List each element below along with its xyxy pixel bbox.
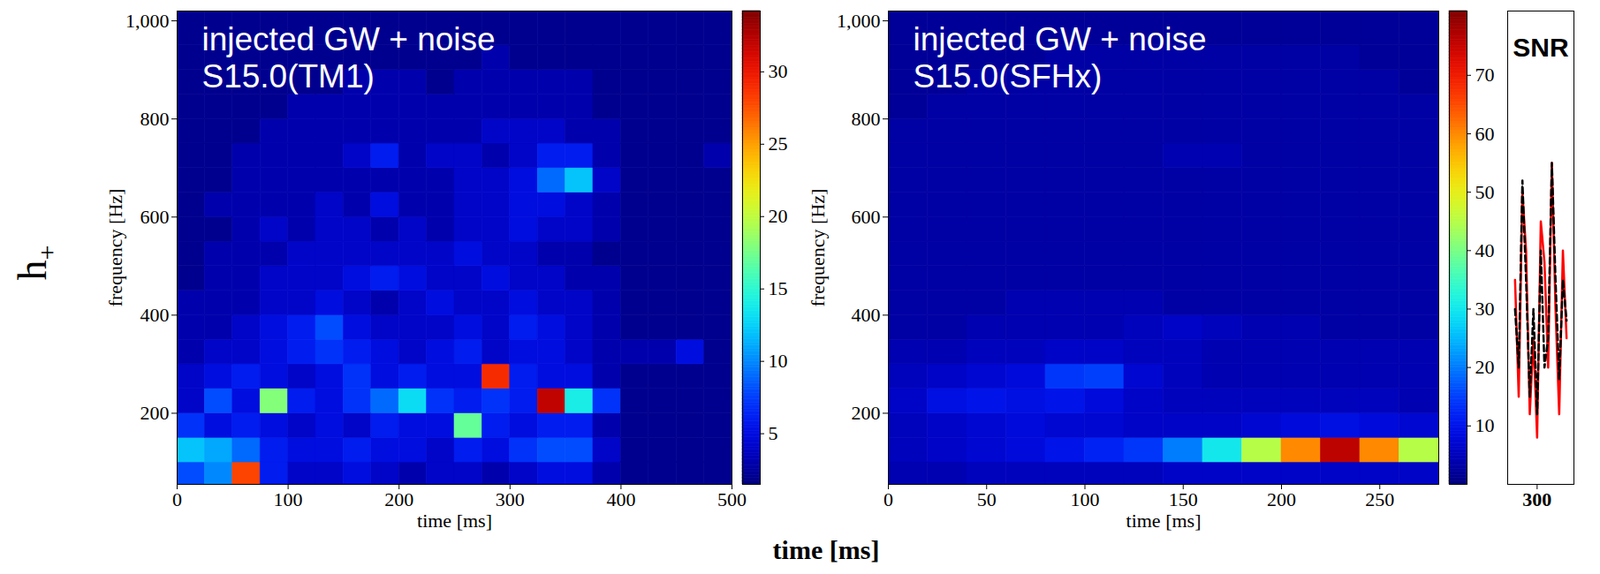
svg-text:20: 20 [1475,356,1495,379]
svg-text:60: 60 [1475,122,1495,145]
svg-text:30: 30 [1475,297,1495,320]
svg-text:time [ms]: time [ms] [1126,509,1202,532]
svg-text:frequency [Hz]: frequency [Hz] [104,189,127,308]
svg-text:600: 600 [140,205,170,228]
svg-text:100: 100 [1070,488,1100,511]
svg-text:800: 800 [851,107,881,130]
svg-text:300: 300 [1522,488,1552,511]
svg-text:frequency [Hz]: frequency [Hz] [806,189,829,308]
svg-text:50: 50 [977,488,997,511]
svg-text:400: 400 [140,303,170,327]
svg-text:time [ms]: time [ms] [417,509,493,532]
svg-text:300: 300 [495,488,525,511]
html-text:time [ms]: time [ms] [772,535,880,565]
svg-text:25: 25 [768,132,789,155]
svg-text:15: 15 [768,277,789,300]
svg-text:1,000: 1,000 [836,9,881,32]
svg-text:70: 70 [1475,63,1495,86]
svg-text:250: 250 [1364,488,1395,511]
svg-text:200: 200 [851,401,881,425]
svg-text:200: 200 [384,488,414,511]
svg-text:150: 150 [1168,488,1199,511]
svg-text:20: 20 [768,204,789,228]
svg-text:30: 30 [768,60,789,83]
svg-text:injected GW + noiseS15.0(TM1): injected GW + noiseS15.0(TM1) [202,21,496,96]
svg-text:200: 200 [1266,488,1297,511]
svg-text:1,000: 1,000 [125,9,170,32]
svg-text:50: 50 [1475,181,1495,204]
svg-text:40: 40 [1475,239,1495,262]
svg-text:0: 0 [883,488,894,511]
svg-text:800: 800 [140,107,170,130]
svg-text:400: 400 [606,488,636,511]
html-text:h: h [10,260,56,281]
svg-text:400: 400 [851,303,881,327]
svg-text:0: 0 [172,488,182,511]
svg-text:100: 100 [273,488,304,511]
svg-text:injected GW + noiseS15.0(SFHx): injected GW + noiseS15.0(SFHx) [913,21,1207,96]
svg-text:200: 200 [140,401,170,425]
svg-text:500: 500 [717,488,747,511]
svg-text:10: 10 [768,349,789,372]
svg-text:600: 600 [851,205,881,228]
svg-text:10: 10 [1475,414,1495,437]
svg-text:5: 5 [768,422,779,445]
svg-text:SNR: SNR [1512,32,1570,62]
